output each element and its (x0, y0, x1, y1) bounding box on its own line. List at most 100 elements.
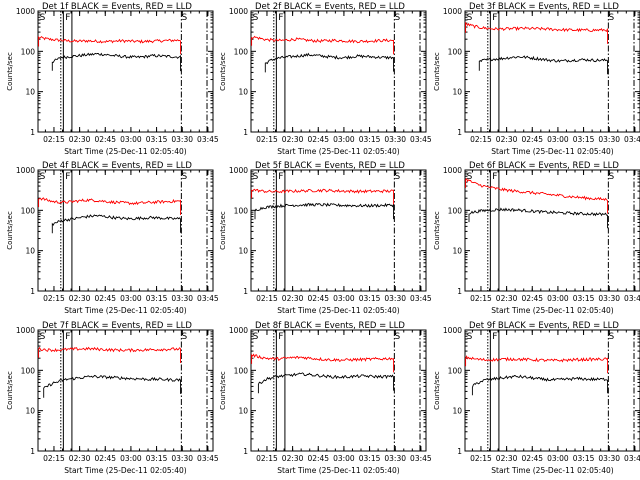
plot-frame (250, 169, 427, 292)
flag-marker: F (278, 13, 283, 23)
x-tick-label: 02:30 (496, 454, 518, 463)
detector-panel-1f: Det 1f BLACK = Events, RED = LLD Counts/s… (6, 2, 219, 156)
y-tick-label: 1000 (229, 166, 248, 175)
y-tick-label: 10 (238, 88, 248, 97)
x-tick-label: 03:15 (573, 294, 595, 303)
x-tick-label: 02:30 (282, 135, 304, 144)
y-tick-label: 100 (448, 206, 463, 215)
y-axis-label: Counts/sec (433, 52, 441, 91)
x-tick-label: 03:45 (197, 294, 219, 303)
x-tick-label: 03:15 (359, 294, 381, 303)
y-tick-label: 100 (234, 206, 249, 215)
plot-frame (37, 169, 214, 292)
plot-frame (250, 329, 427, 452)
series-red (251, 35, 394, 55)
x-tick-label: 03:30 (384, 294, 406, 303)
y-tick-label: 1000 (229, 326, 248, 335)
y-axis-label: Counts/sec (219, 52, 227, 91)
series-black (471, 374, 608, 396)
x-axis-label: Start Time (25-Dec-11 02:05:40) (491, 306, 613, 315)
x-tick-label: 03:00 (120, 294, 142, 303)
y-tick-label: 10 (25, 247, 35, 256)
y-tick-label: 10 (452, 88, 462, 97)
x-tick-label: 02:30 (69, 135, 91, 144)
x-tick-label: 02:15 (256, 454, 278, 463)
series-red (465, 21, 608, 44)
x-tick-label: 03:45 (197, 135, 219, 144)
y-axis-label: Counts/sec (6, 52, 14, 91)
x-tick-label: 03:15 (573, 454, 595, 463)
y-tick-label: 1000 (229, 7, 248, 16)
detector-panel-7f: Det 7f BLACK = Events, RED = LLD Counts/s… (6, 321, 219, 475)
detector-panel-2f: Det 2f BLACK = Events, RED = LLD Counts/s… (219, 2, 432, 156)
x-tick-label: 02:15 (43, 135, 65, 144)
series-red (251, 188, 394, 206)
x-tick-label: 03:00 (547, 294, 569, 303)
flag-marker: S (467, 332, 473, 342)
flag-marker: S (395, 13, 401, 23)
y-tick-label: 1 (457, 128, 462, 137)
series-red (38, 35, 181, 55)
series-black (51, 214, 181, 234)
series-red (38, 197, 181, 215)
y-tick-label: 1 (243, 287, 248, 296)
y-tick-label: 1000 (16, 326, 35, 335)
x-tick-label: 03:30 (598, 454, 620, 463)
y-axis-label: Counts/sec (6, 371, 14, 410)
series-black (51, 52, 181, 72)
series-red (465, 177, 608, 214)
x-axis-label: Start Time (25-Dec-11 02:05:40) (491, 147, 613, 156)
plot-frame (464, 10, 640, 133)
flag-marker: S (182, 332, 188, 342)
plot-frame (37, 329, 214, 452)
y-tick-label: 10 (452, 407, 462, 416)
y-tick-label: 1000 (443, 166, 462, 175)
y-tick-label: 100 (448, 366, 463, 375)
detector-panel-4f: Det 4f BLACK = Events, RED = LLD Counts/s… (6, 161, 219, 315)
flag-marker: F (65, 332, 70, 342)
x-tick-label: 02:45 (307, 294, 329, 303)
flag-marker: S (182, 172, 188, 182)
x-tick-label: 02:30 (282, 294, 304, 303)
x-tick-label: 02:45 (521, 294, 543, 303)
x-axis-label: Start Time (25-Dec-11 02:05:40) (277, 306, 399, 315)
y-tick-label: 1 (30, 287, 35, 296)
detector-panel-3f: Det 3f BLACK = Events, RED = LLD Counts/s… (433, 2, 640, 156)
flag-marker: S (40, 172, 46, 182)
series-black (254, 202, 394, 220)
x-tick-label: 02:45 (94, 454, 116, 463)
x-axis-label: Start Time (25-Dec-11 02:05:40) (64, 306, 186, 315)
x-tick-label: 03:15 (146, 135, 168, 144)
x-tick-label: 03:45 (410, 454, 432, 463)
x-tick-label: 02:30 (69, 294, 91, 303)
flag-marker: S (395, 332, 401, 342)
series-black (257, 372, 394, 394)
panel-title: Det 5f BLACK = Events, RED = LLD (255, 161, 405, 171)
x-axis-label: Start Time (25-Dec-11 02:05:40) (277, 147, 399, 156)
x-tick-label: 03:45 (197, 454, 219, 463)
x-tick-label: 03:45 (624, 294, 640, 303)
x-tick-label: 03:45 (624, 454, 640, 463)
y-tick-label: 10 (25, 407, 35, 416)
series-black (478, 55, 608, 75)
y-tick-label: 10 (238, 407, 248, 416)
series-black (264, 52, 394, 73)
y-tick-label: 1 (30, 128, 35, 137)
x-axis-label: Start Time (25-Dec-11 02:05:40) (64, 147, 186, 156)
x-tick-label: 03:45 (410, 135, 432, 144)
y-tick-label: 1 (30, 447, 35, 456)
x-tick-label: 02:45 (521, 135, 543, 144)
panel-title: Det 3f BLACK = Events, RED = LLD (469, 2, 619, 12)
x-tick-label: 03:15 (359, 135, 381, 144)
x-tick-label: 03:00 (333, 135, 355, 144)
flag-marker: S (467, 172, 473, 182)
x-tick-label: 03:15 (146, 454, 168, 463)
flag-marker: S (467, 13, 473, 23)
x-axis-label: Start Time (25-Dec-11 02:05:40) (277, 466, 399, 475)
x-tick-label: 02:30 (69, 454, 91, 463)
flag-marker: S (182, 13, 188, 23)
x-tick-label: 03:30 (598, 135, 620, 144)
detector-panel-8f: Det 8f BLACK = Events, RED = LLD Counts/s… (219, 321, 432, 475)
panel-title: Det 2f BLACK = Events, RED = LLD (255, 2, 405, 12)
